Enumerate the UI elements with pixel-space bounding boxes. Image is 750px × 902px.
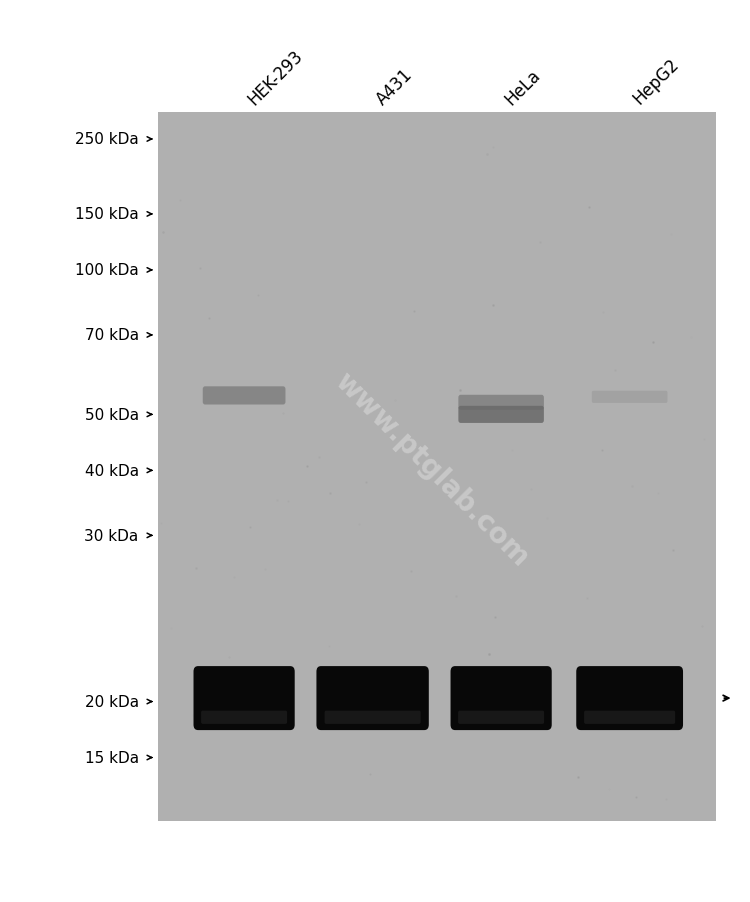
Text: 250 kDa: 250 kDa: [75, 133, 139, 147]
FancyBboxPatch shape: [201, 711, 287, 724]
FancyBboxPatch shape: [592, 391, 668, 403]
Text: 40 kDa: 40 kDa: [85, 464, 139, 478]
Text: 15 kDa: 15 kDa: [85, 750, 139, 765]
FancyBboxPatch shape: [458, 711, 544, 724]
FancyBboxPatch shape: [458, 407, 544, 423]
FancyBboxPatch shape: [194, 667, 295, 731]
FancyBboxPatch shape: [316, 667, 429, 731]
Text: www.ptglab.com: www.ptglab.com: [328, 366, 534, 572]
Text: HeLa: HeLa: [501, 66, 544, 108]
Text: HepG2: HepG2: [630, 55, 682, 108]
FancyBboxPatch shape: [202, 387, 286, 405]
Text: 70 kDa: 70 kDa: [85, 328, 139, 343]
Text: 20 kDa: 20 kDa: [85, 695, 139, 709]
FancyBboxPatch shape: [576, 667, 683, 731]
FancyBboxPatch shape: [584, 711, 675, 724]
FancyBboxPatch shape: [325, 711, 421, 724]
Text: HEK-293: HEK-293: [244, 46, 306, 108]
Bar: [158, 113, 716, 821]
FancyBboxPatch shape: [458, 395, 544, 410]
Text: 100 kDa: 100 kDa: [75, 263, 139, 278]
Text: 50 kDa: 50 kDa: [85, 408, 139, 422]
Text: 150 kDa: 150 kDa: [75, 207, 139, 222]
Text: 30 kDa: 30 kDa: [85, 529, 139, 543]
FancyBboxPatch shape: [451, 667, 552, 731]
Text: A431: A431: [373, 65, 416, 108]
